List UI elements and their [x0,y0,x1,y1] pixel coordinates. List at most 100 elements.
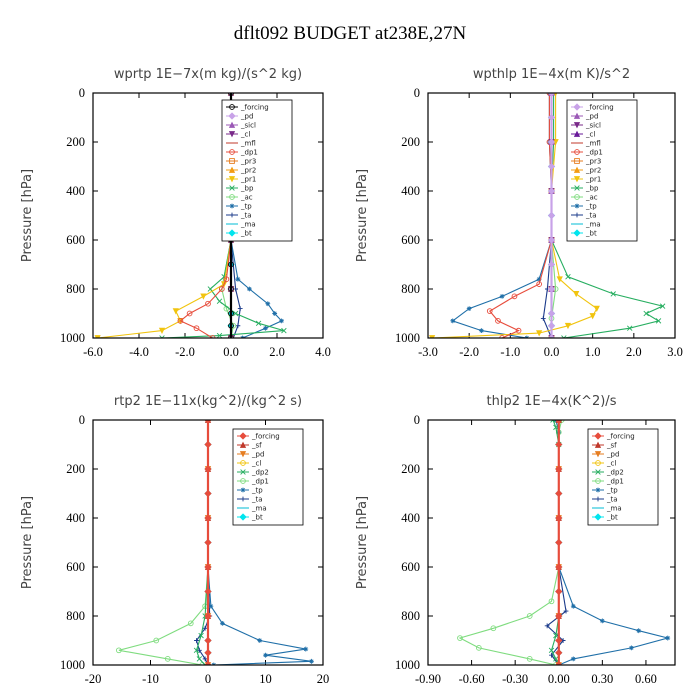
x-tick-label: -4.0 [129,345,149,359]
legend-marker [573,166,581,173]
series-point-forcing [547,93,556,97]
series-point-tp [272,311,278,316]
series-point-forcing [204,636,212,645]
series-point-ta [549,652,554,658]
series-point-pr1 [593,305,600,313]
legend-entry: _bt [251,514,263,522]
legend-marker [229,149,235,155]
series-point-ta [194,638,199,643]
series-point-forcing [204,587,212,596]
series-point-forcing [228,93,234,96]
legend-entry: _sf [251,442,262,450]
series-point-dp1 [187,620,194,627]
series-point-forcing [555,587,563,596]
legend-marker [228,112,236,120]
legend-marker [595,478,601,484]
x-tick-label: -0.90 [415,672,441,686]
y-tick-label: 400 [66,511,85,525]
series-line-tp [451,93,553,338]
x-tick-label: 0 [205,672,211,686]
series-point-bp [207,286,214,292]
series-point-tp [479,328,484,334]
series-point-dp1 [548,598,555,605]
series-point-forcing [555,649,563,657]
series-point-forcing [555,489,563,498]
chart-panel-4: thlp2 1E−4x(K^2)/s Pressure [hPa] -0.90 -0.… [355,394,676,686]
legend-marker [573,130,581,137]
series-point-bp [255,320,262,327]
legend-marker [594,451,602,458]
legend-marker [228,229,236,237]
series-point-dp2 [196,656,203,662]
legend-entry: _ta [585,212,597,220]
y-tick-label: 600 [401,560,420,574]
series-point-tp [265,301,271,307]
series-point-forcing [228,322,234,329]
series-point-forcing [547,113,556,122]
series-point-forcing [555,420,563,424]
y-tick-label: 200 [401,135,420,149]
legend-entry: _pd [251,451,264,459]
series-point-forcing [228,261,234,268]
x-tick-label: 2.0 [269,345,285,359]
series-point-forcing [547,309,556,318]
legend-entry: _bt [585,230,597,238]
series-point-forcing [204,465,212,473]
chart-panels: wprtp 1E−7x(m kg)/(s^2 kg) Pressure [hPa]… [20,67,683,686]
legend-marker [595,487,601,493]
y-tick-label: 1000 [395,331,420,345]
legend-entry: _pr2 [585,167,601,175]
legend-entry: _ma [251,505,267,513]
legend-entry: _ac [240,194,253,202]
series-point-bp [626,325,633,331]
legend-marker [574,203,580,209]
series-point-bp [659,303,666,309]
legend-entry: _ta [606,496,618,504]
series-point-tp [247,286,252,292]
legend-marker [594,513,602,521]
legend-entry: _pd [240,113,253,121]
legend-marker [574,185,580,191]
y-tick-label: 800 [401,282,420,296]
y-tick-label: 1000 [60,658,85,672]
series-point-ta [540,316,546,321]
series-line-dp1 [458,420,563,665]
series-point-dp1 [186,310,193,317]
x-tick-label: 0.00 [548,672,570,686]
y-tick-label: 200 [401,462,420,476]
legend-entry: _forcing [585,104,614,112]
series-point-bp [655,318,662,324]
series-point-forcing [204,514,212,522]
legend-marker [240,478,246,484]
series-point-dp1 [205,300,211,307]
series-point-dp2 [198,632,204,639]
legend-entry: _tp [240,203,252,211]
series-point-ta [196,647,202,653]
legend-entry: _forcing [251,433,280,441]
series-point-dp2 [193,647,200,654]
series-point-dp2 [553,656,559,662]
series-line-dp1 [488,93,553,338]
legend-marker [573,229,581,237]
legend-entry: _tp [251,487,263,495]
series-point-forcing [555,636,563,645]
series-point-tp [303,646,309,652]
series-point-pr1 [158,327,166,335]
legend-entry: _dp1 [251,478,269,486]
series-point-tp [599,618,605,624]
x-tick-label: -20 [85,672,102,686]
legend: _forcing_pd_sicl_cl_mfl_dp1_pr3_pr2_pr1_… [221,99,293,242]
legend-entry: _dp1 [606,478,624,486]
series-point-tp [636,628,642,634]
series-point-tp [570,603,576,609]
series-point-dp1 [457,635,463,641]
legend-entry: _bp [585,185,599,193]
y-tick-label: 400 [401,184,420,198]
y-axis-label: Pressure [hPa] [20,496,35,589]
series-point-tp [570,656,576,662]
series-point-ta [563,608,569,614]
series-point-dp1 [511,293,518,300]
legend-entry: _ta [251,496,263,504]
x-tick-label: -1.0 [500,345,520,359]
y-tick-label: 1000 [395,658,420,672]
